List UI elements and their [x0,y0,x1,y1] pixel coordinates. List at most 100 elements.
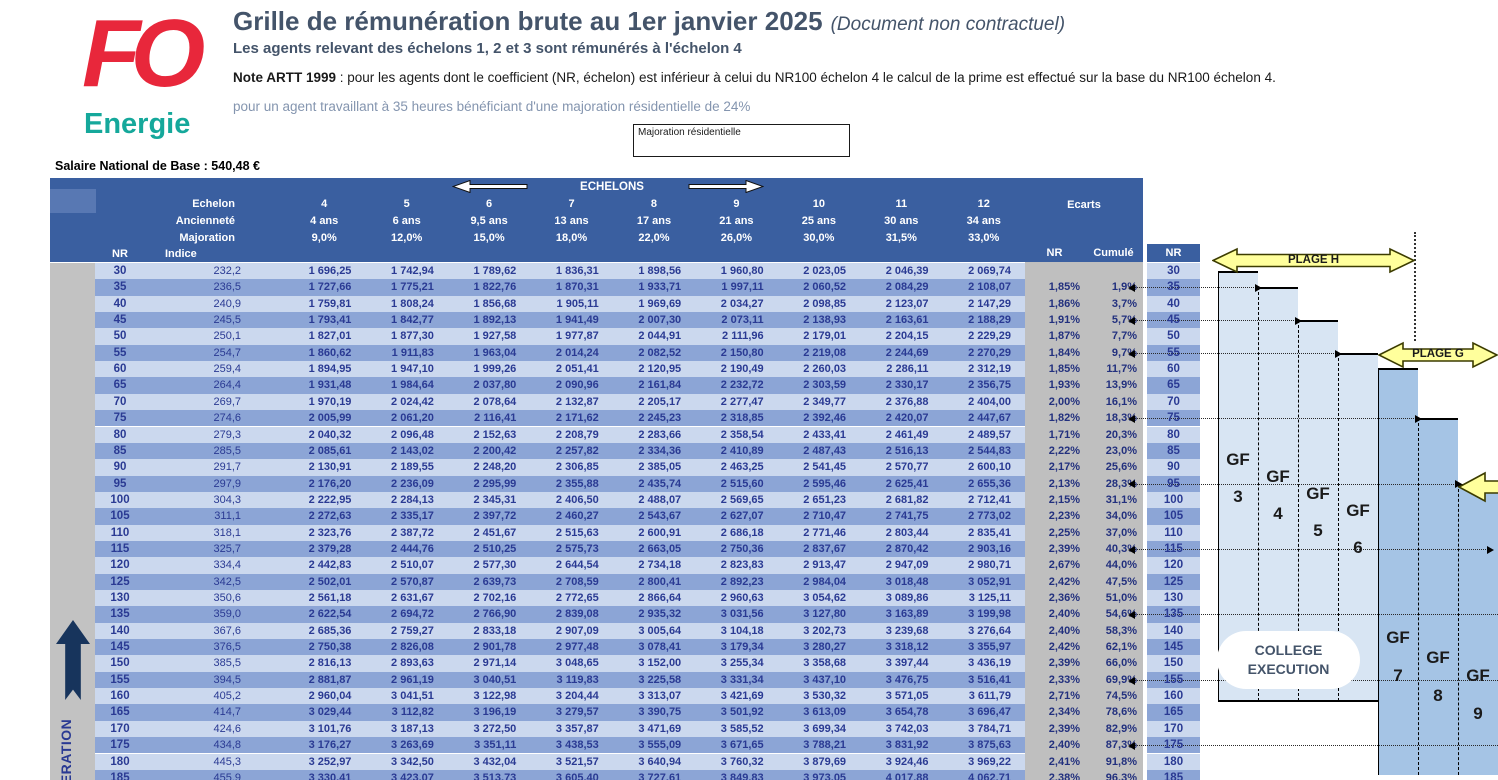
salary-cell: 2 577,30 [473,559,517,572]
ecart-cumule-cell: 66,0% [1105,657,1137,670]
salary-cell: 2 710,47 [803,510,847,523]
nr-cell: 70 [113,395,127,408]
salary-cell: 2 961,19 [391,673,434,686]
salary-cell: 2 204,15 [885,330,929,343]
ecart-cumule-cell: 44,0% [1105,559,1137,572]
salary-cell: 2 171,62 [555,412,599,425]
majoration-header: 26,0% [720,232,752,244]
salary-cell: 3 671,65 [720,739,764,752]
note-artt-bold: Note ARTT 1999 [233,70,337,85]
ecart-nr-cell: 1,85% [1048,281,1080,294]
right-nr-stripe [1147,639,1200,656]
gf-label: GF [1346,501,1370,520]
ecart-cumule-cell: 34,0% [1105,510,1137,523]
label-majoration: Majoration [179,232,235,244]
ecart-cumule-cell: 62,1% [1105,641,1137,654]
salary-cell: 2 947,09 [885,559,929,572]
right-nr-stripe [1147,263,1200,280]
salary-cell: 1 911,83 [391,346,434,359]
indice-cell: 304,3 [213,493,241,506]
salary-cell: 2 295,99 [473,477,517,490]
gf-label: GF [1386,628,1410,647]
table-row [95,606,1025,623]
salary-cell: 3 760,32 [720,755,764,768]
ecart-nr-cell: 1,93% [1048,379,1080,392]
salary-cell: 1 963,04 [473,346,517,359]
echelons-right-arrow-icon [688,180,764,193]
salary-cell: 2 489,57 [968,428,1011,441]
indice-cell: 385,5 [213,657,241,670]
right-nr-stripe [1147,769,1200,780]
indice-cell: 269,7 [213,395,241,408]
salary-cell: 1 870,31 [555,281,599,294]
majoration-header: 18,0% [555,232,588,244]
salary-cell: 3 342,50 [391,755,434,768]
salary-cell: 3 696,47 [968,706,1011,719]
echelon-number-header: 7 [568,198,575,210]
ecart-nr-cell: 1,82% [1048,412,1080,425]
echelon-number-header: 8 [650,198,658,210]
salary-cell: 3 029,44 [308,706,352,719]
indice-cell: 455,9 [213,771,241,780]
echelon-number-header: 10 [812,198,825,210]
salary-cell: 3 727,61 [638,771,682,780]
salary-cell: 3 040,51 [473,673,517,686]
salary-cell: 3 654,78 [885,706,929,719]
vertical-dotted-guide [1414,232,1416,341]
salary-cell: 2 685,36 [308,624,352,637]
table-row [95,573,1025,590]
ecart-cumule-cell: 51,0% [1105,592,1137,604]
indice-cell: 367,6 [213,624,241,637]
ecart-nr-cell: 1,84% [1048,346,1080,359]
nr-cell: 85 [113,444,127,457]
salary-cell: 2 286,11 [886,363,929,376]
right-nr-cell: 55 [1167,346,1180,359]
salary-cell: 2 651,23 [803,493,847,506]
nr-cell: 95 [113,477,127,490]
connector-dotted-line [1135,483,1456,485]
salary-cell: 1 905,11 [556,297,599,310]
right-nr-cell: 90 [1167,461,1180,474]
gf-label: GF [1226,450,1250,469]
nr-cell: 60 [113,363,127,376]
salary-cell: 2 816,13 [308,657,352,670]
salary-cell: 2 270,29 [968,346,1011,359]
right-nr-cell: 100 [1163,493,1184,506]
salary-cell: 2 833,18 [473,624,517,637]
nr-cell: 180 [110,755,130,768]
salary-cell: 3 390,75 [638,706,682,719]
salary-cell: 2 913,47 [803,559,847,572]
salary-cell: 2 561,18 [308,592,352,604]
majoration-header: 12,0% [391,232,423,244]
right-nr-stripe [1147,361,1200,378]
majoration-residentielle-field[interactable]: Majoration résidentielle [633,124,850,157]
table-row [95,671,1025,689]
right-nr-cell: 175 [1163,739,1184,752]
indice-cell: 414,7 [213,706,241,719]
salary-cell: 2 387,72 [391,526,434,539]
majoration-header: 9,0% [311,232,337,244]
table-row [95,720,1025,738]
ecart-nr-cell: 2,33% [1048,673,1080,686]
salary-cell: 2 870,42 [885,542,929,555]
salary-cell: 2 839,08 [555,608,599,621]
anciennete-header: 25 ans [801,215,836,227]
salary-cell: 3 423,07 [391,771,434,780]
salary-cell: 2 345,31 [473,493,517,506]
salary-cell: 3 202,73 [803,624,847,637]
ecart-cumule-cell: 16,1% [1105,395,1137,408]
salary-cell: 2 037,80 [473,379,517,392]
salary-cell: 3 571,05 [885,690,929,703]
nr-cell: 130 [110,592,130,604]
connector-left-arrowhead-icon [1128,414,1135,423]
indice-cell: 445,3 [213,755,241,768]
gf-number: 4 [1273,504,1283,523]
salary-cell: 3 521,57 [555,755,599,768]
anciennete-header: 6 ans [392,215,421,227]
salary-cell: 2 248,20 [473,461,517,474]
salary-cell: 2 208,79 [555,428,599,441]
nr-cell: 160 [110,690,130,703]
indice-cell: 334,4 [213,559,241,572]
table-row [95,508,1025,525]
salary-cell: 2 356,75 [968,379,1011,392]
